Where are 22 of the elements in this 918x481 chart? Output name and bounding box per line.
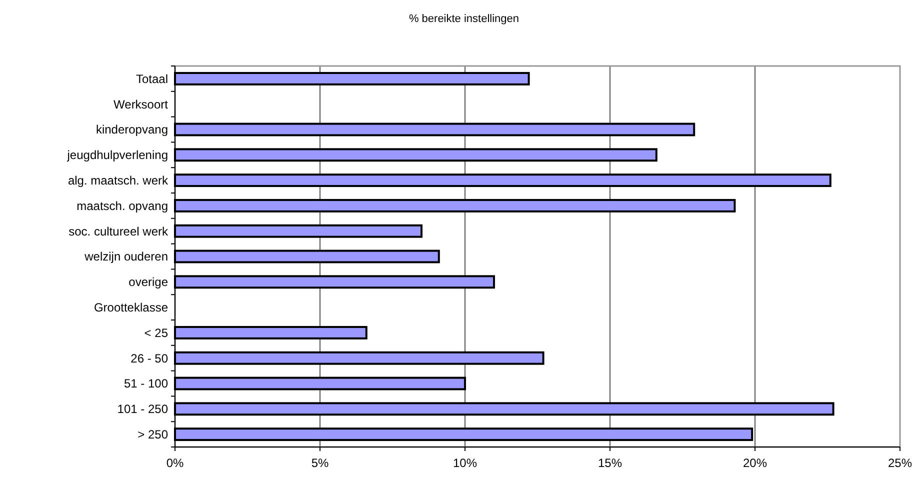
y-tick-label: welzijn ouderen	[84, 250, 168, 264]
chart-title: % bereikte instellingen	[408, 13, 520, 25]
x-tick-label: 20%	[742, 456, 768, 470]
x-tick-label: 25%	[888, 456, 912, 470]
y-tick-label: alg. maatsch. werk	[68, 174, 169, 188]
y-tick-label: < 25	[144, 326, 168, 340]
y-tick-label: > 250	[138, 428, 168, 442]
y-tick-label: Grootteklasse	[94, 300, 168, 314]
y-tick-label: overige	[128, 275, 168, 290]
y-tick-label: kinderopvang	[96, 122, 168, 137]
x-tick-label: 5%	[311, 456, 329, 470]
x-tick-label: 15%	[598, 456, 622, 470]
x-tick-label: 0%	[166, 456, 184, 470]
y-tick-label: 101 - 250	[117, 402, 168, 416]
y-tick-label: maatsch. opvang	[76, 198, 168, 213]
y-tick-label: soc. cultureel werk	[68, 224, 169, 238]
y-tick-label: 26 - 50	[130, 351, 168, 366]
y-tick-label: Werksoort	[114, 97, 169, 112]
y-tick-label: 51 - 100	[124, 376, 168, 391]
x-tick-label: 10%	[452, 456, 478, 470]
y-tick-label: jeugdhulpverlening	[66, 148, 168, 162]
y-tick-label: Totaal	[136, 72, 168, 86]
